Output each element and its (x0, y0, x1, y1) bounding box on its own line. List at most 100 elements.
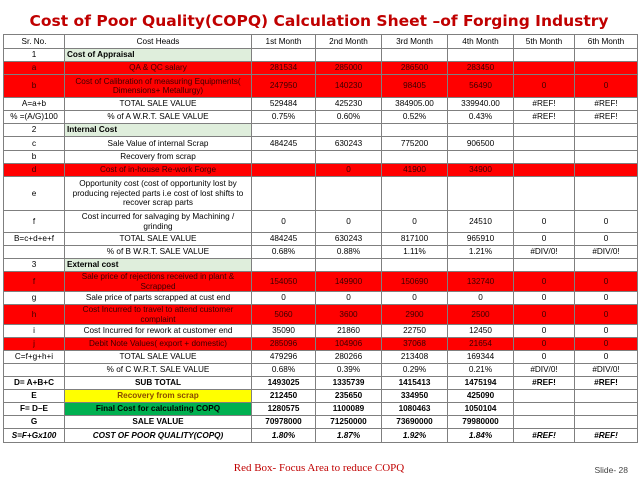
table-cell: 425230 (315, 97, 382, 111)
table-cell: b (3, 74, 65, 98)
table-cell: TOTAL SALE VALUE (64, 232, 252, 246)
table-row: f Cost incurred for salvaging by Machinin… (3, 210, 638, 233)
table-cell: A=a+b (3, 97, 65, 111)
table-row: F= D–E Final Cost for calculating COPQ 128… (3, 402, 638, 416)
table-cell (513, 415, 575, 429)
page-title: Cost of Poor Quality(COPQ) Calculation S… (29, 12, 609, 30)
table-cell: 0.29% (381, 363, 448, 377)
table-cell: Final Cost for calculating COPQ (64, 402, 252, 416)
table-cell (574, 389, 638, 403)
table-cell: 0 (513, 232, 575, 246)
table-cell: S=F+Gx100 (3, 428, 65, 443)
table-cell: 0 (574, 74, 638, 98)
table-cell: C=f+g+h+i (3, 350, 65, 364)
table-cell: 0.52% (381, 110, 448, 124)
table-cell: 56490 (447, 74, 514, 98)
table-cell: 37068 (381, 337, 448, 351)
table-cell: 0 (574, 210, 638, 233)
table-cell (381, 258, 448, 272)
table-cell (315, 258, 382, 272)
table-cell: 154050 (251, 271, 316, 292)
table-cell: #REF! (574, 97, 638, 111)
table-cell: 1100089 (315, 402, 382, 416)
table-cell: 2900 (381, 304, 448, 325)
table-cell (574, 61, 638, 75)
table-cell (251, 258, 316, 272)
table-cell: Debit Note Values( export + domestic) (64, 337, 252, 351)
table-row: % of B W.R.T. SALE VALUE 0.68% 0.88% 1.11% 1… (3, 245, 638, 259)
table-cell: Opportunity cost (cost of opportunity lo… (64, 176, 252, 211)
table-cell: E (3, 389, 65, 403)
table-cell (447, 258, 514, 272)
table-cell (447, 48, 514, 62)
table-cell: j (3, 337, 65, 351)
table-cell: #REF! (513, 428, 575, 443)
table-cell: 21654 (447, 337, 514, 351)
table-cell: 70978000 (251, 415, 316, 429)
table-cell: 630243 (315, 136, 382, 151)
table-cell: 0 (574, 324, 638, 338)
table-cell: 0.68% (251, 363, 316, 377)
table-cell: #REF! (574, 428, 638, 443)
table-row: 3 External cost (3, 258, 638, 272)
table-cell: 1280575 (251, 402, 316, 416)
table-cell: G (3, 415, 65, 429)
table-row: b Cost of Calibration of measuring Equipm… (3, 74, 638, 98)
table-cell: 817100 (381, 232, 448, 246)
table-cell: 0.39% (315, 363, 382, 377)
table-cell: 0 (513, 350, 575, 364)
table-cell (574, 402, 638, 416)
table-cell (447, 176, 514, 211)
column-header: 6th Month (574, 34, 638, 49)
table-cell: 1.80% (251, 428, 316, 443)
table-cell: 0 (513, 337, 575, 351)
table-cell (574, 123, 638, 137)
table-cell (574, 258, 638, 272)
table-row: c Sale Value of internal Scrap 484245 63024… (3, 136, 638, 151)
table-cell: #REF! (513, 110, 575, 124)
column-header: 2nd Month (315, 34, 382, 49)
table-row: h Cost Incurred to travel to attend custo… (3, 304, 638, 325)
table-cell: 1 (3, 48, 65, 62)
table-cell (315, 123, 382, 137)
table-cell: 0.88% (315, 245, 382, 259)
table-cell (513, 163, 575, 177)
table-cell: TOTAL SALE VALUE (64, 350, 252, 364)
table-cell: 0 (513, 291, 575, 305)
table-cell: SUB TOTAL (64, 376, 252, 390)
table-cell: 71250000 (315, 415, 382, 429)
table-cell: % of C W.R.T. SALE VALUE (64, 363, 252, 377)
table-cell: 5060 (251, 304, 316, 325)
table-cell: 285000 (315, 61, 382, 75)
table-cell (513, 258, 575, 272)
table-cell: 34900 (447, 163, 514, 177)
table-cell: Cost Incurred for rework at customer end (64, 324, 252, 338)
table-cell (3, 363, 65, 377)
table-row: i Cost Incurred for rework at customer en… (3, 324, 638, 338)
table-cell: 140230 (315, 74, 382, 98)
table-cell: 79980000 (447, 415, 514, 429)
table-cell: 169344 (447, 350, 514, 364)
table-cell (251, 176, 316, 211)
table-cell: 132740 (447, 271, 514, 292)
table-cell (513, 402, 575, 416)
table-cell: #DIV/0! (513, 245, 575, 259)
table-cell: 22750 (381, 324, 448, 338)
table-cell: 235650 (315, 389, 382, 403)
table-cell (574, 163, 638, 177)
table-cell (3, 245, 65, 259)
table-row: 1 Cost of Appraisal (3, 48, 638, 62)
table-cell: #REF! (574, 110, 638, 124)
table-row: E Recovery from scrap 212450 235650 334950 42… (3, 389, 638, 403)
table-cell (513, 48, 575, 62)
section-heading: Internal Cost (64, 123, 252, 137)
table-cell: 212450 (251, 389, 316, 403)
table-cell: 0 (513, 271, 575, 292)
column-header: 5th Month (513, 34, 575, 49)
table-cell: 286500 (381, 61, 448, 75)
table-cell (447, 150, 514, 164)
table-cell: 1335739 (315, 376, 382, 390)
table-cell: 484245 (251, 232, 316, 246)
table-cell (251, 123, 316, 137)
table-cell: d (3, 163, 65, 177)
